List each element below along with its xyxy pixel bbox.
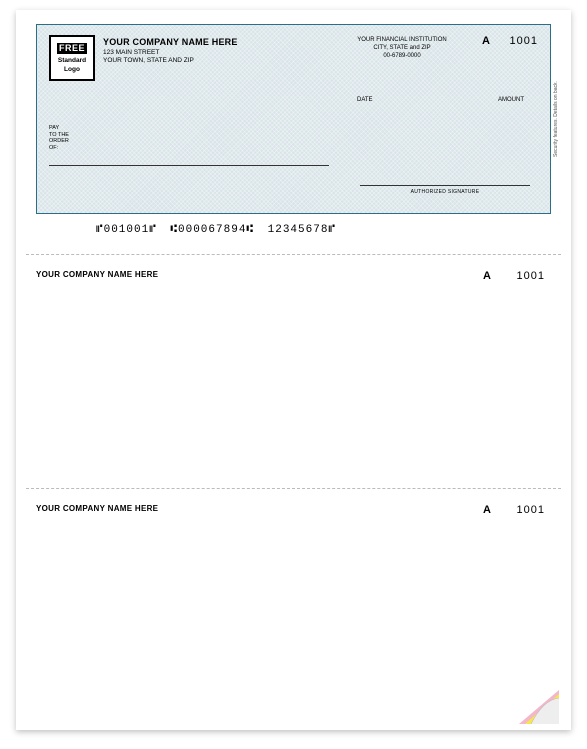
perforation-1 bbox=[26, 254, 561, 255]
logo-free-badge: FREE bbox=[57, 43, 87, 54]
bank-citystate: CITY, STATE and ZIP bbox=[337, 45, 467, 53]
date-label: DATE bbox=[357, 97, 373, 103]
bank-routing: 00-6789-0000 bbox=[337, 53, 467, 61]
stub2-letter: A bbox=[483, 504, 491, 516]
check-number: 1001 bbox=[510, 35, 538, 47]
pay-2: TO THE bbox=[49, 132, 69, 139]
stub1-number: 1001 bbox=[517, 270, 545, 282]
micr-line: ⑈001001⑈ ⑆000067894⑆ 12345678⑈ bbox=[96, 224, 336, 236]
stub-2: YOUR COMPANY NAME HERE A 1001 bbox=[36, 504, 551, 513]
company-name: YOUR COMPANY NAME HERE bbox=[103, 37, 238, 49]
stub2-number: 1001 bbox=[517, 504, 545, 516]
stub1-letter: A bbox=[483, 270, 491, 282]
logo-line2: Logo bbox=[51, 67, 93, 74]
pay-1: PAY bbox=[49, 125, 69, 132]
company-block: YOUR COMPANY NAME HERE 123 MAIN STREET Y… bbox=[103, 37, 238, 66]
company-street: 123 MAIN STREET bbox=[103, 49, 238, 57]
logo-line1: Standard bbox=[51, 58, 93, 65]
signature-label: AUTHORIZED SIGNATURE bbox=[360, 189, 530, 195]
bank-block: YOUR FINANCIAL INSTITUTION CITY, STATE a… bbox=[337, 37, 467, 60]
check-letter: A bbox=[482, 35, 490, 47]
check-panel: FREE Standard Logo YOUR COMPANY NAME HER… bbox=[36, 24, 551, 214]
bank-name: YOUR FINANCIAL INSTITUTION bbox=[337, 37, 467, 45]
payee-line bbox=[49, 165, 329, 166]
stub2-company: YOUR COMPANY NAME HERE bbox=[36, 504, 158, 513]
company-citystate: YOUR TOWN, STATE AND ZIP bbox=[103, 57, 238, 65]
perforation-2 bbox=[26, 488, 561, 489]
pay-to-order: PAY TO THE ORDER OF: bbox=[49, 125, 69, 151]
signature-line bbox=[360, 185, 530, 186]
security-strip: Security features. Details on back. bbox=[553, 24, 563, 214]
page-curl-icon bbox=[509, 684, 559, 724]
amount-label: AMOUNT bbox=[498, 97, 524, 103]
stub1-company: YOUR COMPANY NAME HERE bbox=[36, 270, 158, 279]
check-sheet: FREE Standard Logo YOUR COMPANY NAME HER… bbox=[16, 10, 571, 730]
stub-1: YOUR COMPANY NAME HERE A 1001 bbox=[36, 270, 551, 279]
logo-box: FREE Standard Logo bbox=[49, 35, 95, 81]
pay-4: OF: bbox=[49, 145, 69, 152]
pay-3: ORDER bbox=[49, 138, 69, 145]
